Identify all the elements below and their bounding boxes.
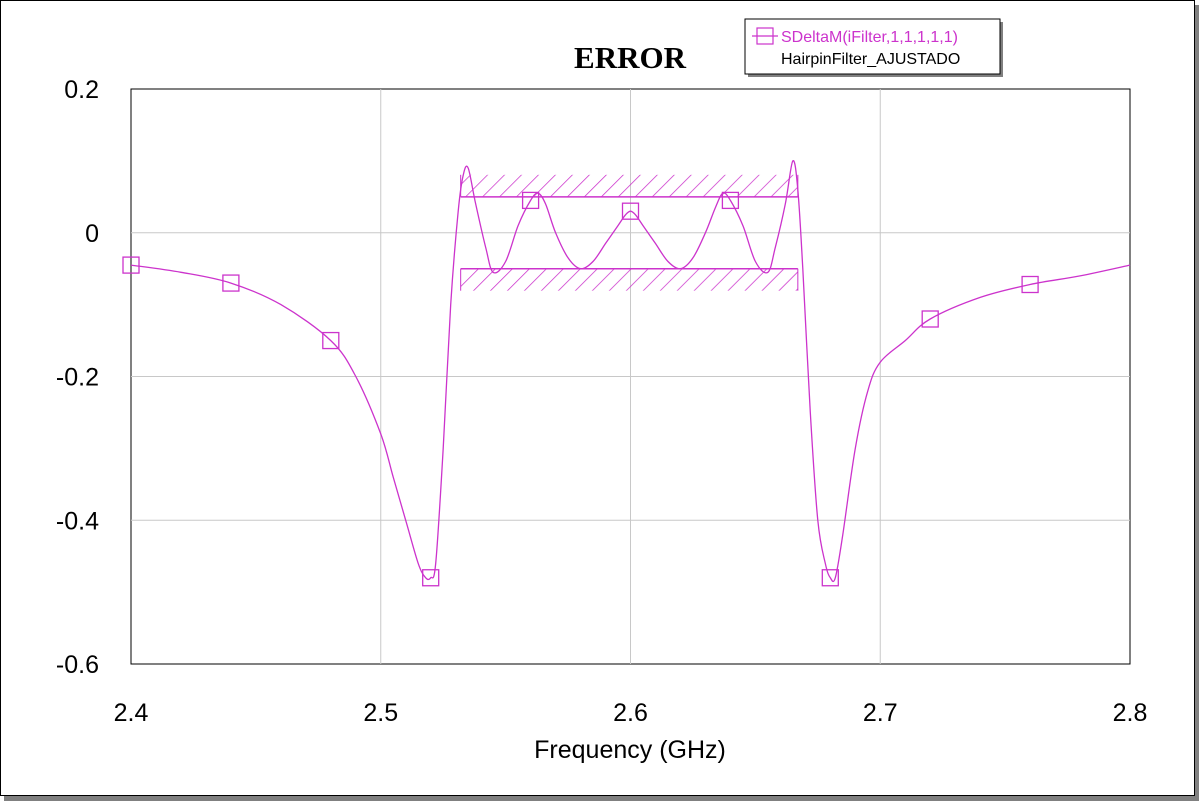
marker-layer xyxy=(122,191,1039,587)
x-tick-label: 2.7 xyxy=(863,699,898,727)
legend-entry-design: HairpinFilter_AJUSTADO xyxy=(781,51,960,68)
data-marker xyxy=(621,202,640,220)
y-tick-label: -0.6 xyxy=(56,651,99,679)
series-line xyxy=(130,160,1131,583)
data-marker xyxy=(322,331,340,350)
goal-regions xyxy=(460,174,799,291)
series-layer xyxy=(130,160,1131,583)
data-marker xyxy=(521,191,540,210)
legend: SDeltaM(iFilter,1,1,1,1,1) HairpinFilter… xyxy=(744,18,1003,77)
data-marker xyxy=(1021,275,1039,294)
data-marker xyxy=(122,256,140,274)
legend-box xyxy=(744,18,1001,75)
x-tick-label: 2.4 xyxy=(114,699,149,727)
legend-marker-icon xyxy=(752,27,778,45)
data-marker xyxy=(222,274,240,292)
data-marker xyxy=(821,569,839,587)
goal-hatch xyxy=(460,268,798,291)
x-tick-label: 2.6 xyxy=(613,699,648,727)
y-tick-labels: 0.2 0 -0.2 -0.4 -0.6 xyxy=(56,76,99,679)
y-tick-label: -0.2 xyxy=(56,364,99,392)
x-tick-labels: 2.4 2.5 2.6 2.7 2.8 xyxy=(114,699,1148,727)
goal-hatch xyxy=(460,174,798,197)
y-tick-label: -0.4 xyxy=(56,507,99,535)
legend-entry-series: SDeltaM(iFilter,1,1,1,1,1) xyxy=(781,29,958,46)
x-tick-label: 2.5 xyxy=(363,699,398,727)
data-marker xyxy=(721,191,740,210)
data-marker xyxy=(921,310,939,328)
data-marker xyxy=(422,569,440,587)
y-tick-label: 0.2 xyxy=(64,76,99,104)
y-tick-label: 0 xyxy=(85,220,99,248)
x-axis-label: Frequency (GHz) xyxy=(534,736,726,764)
chart-title: ERROR xyxy=(574,40,687,75)
x-tick-label: 2.8 xyxy=(1113,699,1148,727)
